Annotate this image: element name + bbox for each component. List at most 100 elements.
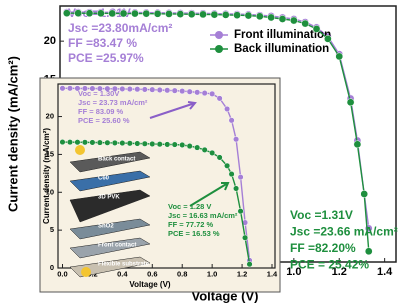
x-tick-label: 1.0 <box>207 270 217 279</box>
data-point <box>74 85 81 92</box>
x-tick-label: 1.2 <box>237 270 247 279</box>
device-layer <box>69 170 151 192</box>
y-axis-label: Current density (mA/cm²) <box>5 56 20 212</box>
data-point <box>194 89 201 96</box>
data-point <box>353 140 362 149</box>
data-point <box>108 9 117 18</box>
y-tick-label: 10 <box>46 187 54 196</box>
device-layer-label: Flexible substrate <box>98 262 150 268</box>
x-tick-label: 1.4 <box>267 270 278 279</box>
data-point <box>66 139 74 146</box>
data-point <box>85 9 94 18</box>
x-tick-label: 1.4 <box>377 266 393 278</box>
data-point <box>165 10 173 18</box>
data-point <box>216 95 223 102</box>
data-point <box>224 162 231 169</box>
data-point <box>81 85 88 92</box>
y-tick-label: 20 <box>44 35 56 47</box>
y-axis-label: Current density (mA/cm²) <box>42 128 51 224</box>
data-point <box>278 15 287 23</box>
data-point <box>199 10 207 19</box>
data-point <box>149 140 156 148</box>
data-point <box>62 9 71 18</box>
data-point <box>364 247 373 256</box>
data-point <box>126 140 133 147</box>
data-point <box>267 13 275 22</box>
data-point <box>131 9 139 18</box>
y-tick-label: 5 <box>50 225 54 234</box>
arrow <box>149 101 197 119</box>
data-point <box>156 86 163 94</box>
data-point <box>59 139 66 146</box>
stat-label: PCE =25.97% <box>68 51 144 65</box>
stat-label: PCE = 16.53 % <box>168 229 220 238</box>
data-point <box>228 117 235 124</box>
data-point <box>119 85 126 92</box>
y-tick-label: 15 <box>46 149 54 158</box>
y-tick-label: 0 <box>50 263 54 272</box>
data-point <box>335 52 344 61</box>
data-point <box>134 140 141 147</box>
data-point <box>237 208 244 215</box>
data-point <box>111 139 118 146</box>
data-point <box>289 16 298 25</box>
data-point <box>111 85 118 92</box>
legend-label: Front illumination <box>234 29 331 41</box>
data-point <box>134 86 141 93</box>
data-point <box>179 141 186 149</box>
device-layer-label: Back contact <box>98 157 135 163</box>
data-point <box>221 11 230 19</box>
sun-icon <box>75 145 85 155</box>
data-point <box>171 87 178 94</box>
device-layer-label: C60 <box>98 176 110 182</box>
data-point <box>142 9 151 18</box>
data-point <box>156 141 163 148</box>
series-line <box>62 87 251 261</box>
stat-label: Jsc =23.66 mA/cm² <box>290 225 398 239</box>
x-tick-label: 1.0 <box>286 266 301 278</box>
legend-marker <box>215 31 223 39</box>
data-point <box>89 85 96 92</box>
device-layer-label: Front contact <box>98 243 136 249</box>
data-point <box>96 139 103 146</box>
data-point <box>171 141 178 148</box>
device-layer <box>69 218 151 240</box>
data-point <box>216 154 223 161</box>
data-point <box>176 10 185 18</box>
data-point <box>141 86 148 93</box>
data-point <box>233 11 241 20</box>
data-point <box>104 139 111 146</box>
arrow <box>189 182 230 207</box>
stat-label: PCE = 25.60 % <box>78 116 130 125</box>
data-point <box>104 85 111 92</box>
x-tick-label: 1.2 <box>332 266 347 278</box>
data-point <box>201 146 208 153</box>
data-point <box>224 105 231 113</box>
data-point <box>149 86 156 93</box>
data-point <box>141 140 148 147</box>
data-point <box>164 141 171 148</box>
device-layer <box>69 151 151 173</box>
data-point <box>96 85 103 92</box>
stat-label: FF = 77.72 % <box>168 220 214 229</box>
stat-label: Voc = 1.30V <box>78 89 119 98</box>
data-point <box>210 10 219 19</box>
x-tick-label: 0.4 <box>117 270 128 279</box>
data-point <box>324 35 332 43</box>
series-line <box>62 141 251 265</box>
stat-label: Voc =1.31V <box>290 208 353 222</box>
stat-label: FF = 83.09 % <box>78 107 124 116</box>
device-layer <box>69 189 151 223</box>
stat-label: Jsc = 16.63 mA/cm² <box>168 211 238 220</box>
data-point <box>228 171 235 178</box>
data-point <box>119 9 128 18</box>
data-point <box>360 190 369 198</box>
data-point <box>119 140 126 147</box>
sun-icon <box>81 267 91 277</box>
data-point <box>179 88 186 95</box>
data-point <box>126 86 133 93</box>
legend-label: Back illumination <box>234 43 329 55</box>
data-point <box>237 174 244 181</box>
x-axis-label: Voltage (V) <box>129 280 171 289</box>
